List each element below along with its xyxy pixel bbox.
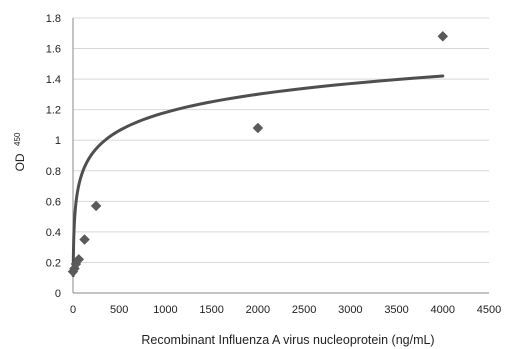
y-tick-label-6: 1.2 [46,105,61,117]
y-tick-label-7: 1.4 [46,74,61,86]
grid-layer [73,17,489,294]
data-point-7 [437,30,449,42]
x-tick-label-4: 2000 [246,304,270,316]
x-tick-label-1: 500 [110,304,128,316]
logarithmic-trendline [71,74,445,278]
x-tick-label-2: 1000 [153,304,177,316]
data-point-5 [90,200,102,212]
y-tick-label-2: 0.4 [46,227,61,239]
x-tick-label-9: 4500 [477,304,501,316]
x-tick-label-3: 1500 [199,304,223,316]
x-tick-label-5: 2500 [292,304,316,316]
y-axis-title-main: OD [13,153,27,171]
tick-labels-layer: 0 0.2 0.4 0.6 0.8 1 1.2 1.4 1.6 1.8 0 500 1000 1500 20… [46,13,502,316]
y-tick-label-0: 0 [55,288,61,300]
data-point-6 [252,122,264,134]
data-point-4 [79,234,90,245]
points-layer [67,30,449,277]
trendline-layer [71,74,445,278]
axis-titles-layer: Recombinant Influenza A virus nucleoprot… [13,132,435,347]
x-tick-label-8: 4000 [431,304,455,316]
y-tick-label-8: 1.6 [46,44,61,56]
y-tick-label-4: 0.8 [46,166,61,178]
x-tick-label-0: 0 [70,304,76,316]
data-point-3 [73,254,85,265]
y-axis-title: OD 450 [13,132,27,171]
x-axis-title: Recombinant Influenza A virus nucleoprot… [141,333,434,347]
y-tick-label-3: 0.6 [46,196,61,208]
x-tick-label-7: 3500 [384,304,408,316]
y-tick-label-1: 0.2 [46,257,61,269]
y-axis-title-subscript: 450 [13,132,22,146]
x-tick-label-6: 3000 [338,304,362,316]
axes-layer [72,18,489,294]
y-tick-label-9: 1.8 [46,13,61,25]
y-tick-label-5: 1 [55,135,61,147]
